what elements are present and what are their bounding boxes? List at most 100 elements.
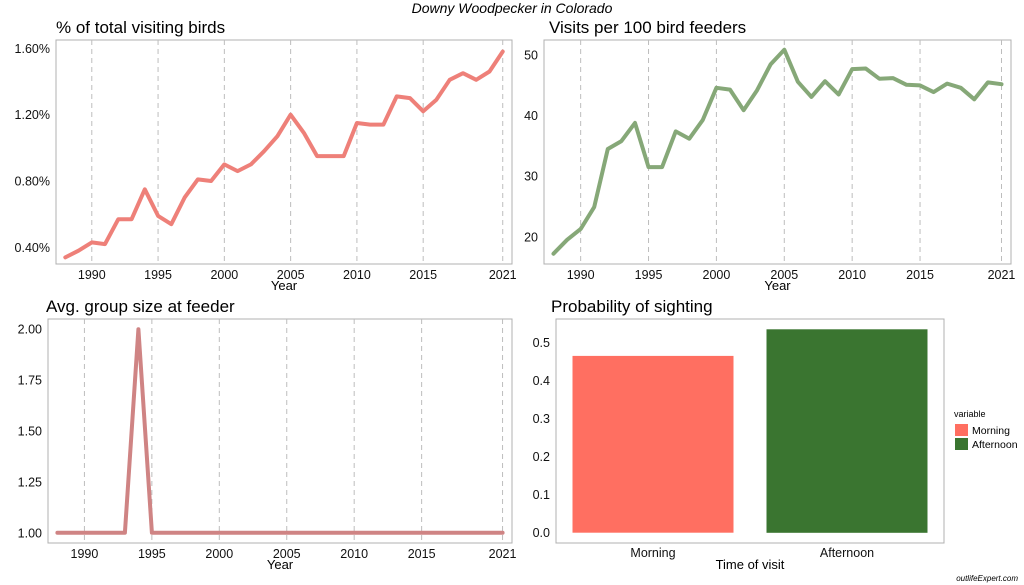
data-point — [366, 531, 370, 535]
data-point — [823, 79, 827, 83]
x-tick-label: 2015 — [408, 547, 436, 561]
y-tick-label: 0.3 — [533, 412, 550, 426]
data-point — [487, 531, 491, 535]
y-tick-label: 0.0 — [533, 526, 550, 540]
y-tick-label: 1.25 — [18, 475, 42, 489]
data-point — [315, 154, 319, 158]
data-point — [325, 531, 329, 535]
data-point — [83, 531, 86, 535]
data-point — [236, 169, 240, 173]
legend-label: Afternoon — [972, 439, 1018, 451]
legend-label: Morning — [972, 425, 1010, 437]
chart-panel-4: Probability of sighting 0.0 0.1 0.2 0.3 0.4 0.… — [533, 297, 1018, 572]
data-point — [137, 327, 140, 331]
data-point — [633, 121, 637, 125]
data-point — [448, 78, 452, 82]
data-point — [329, 154, 332, 158]
y-tick-label: 1.75 — [18, 374, 42, 388]
data-point — [905, 83, 908, 87]
data-point — [130, 217, 134, 221]
data-point — [810, 95, 813, 99]
data-point — [368, 123, 372, 126]
data-point — [116, 217, 120, 221]
data-point — [355, 121, 359, 125]
chart-panel-1: % of total visiting birds 1990 1995 2000 200… — [15, 18, 517, 293]
chart-title: Probability of sighting — [551, 297, 713, 316]
data-point — [302, 131, 306, 135]
data-point — [77, 249, 80, 253]
x-tick-label: 2021 — [489, 547, 517, 561]
data-point — [460, 531, 464, 535]
data-point — [204, 531, 208, 535]
x-tick-label: 2010 — [343, 268, 371, 282]
data-point — [90, 241, 94, 244]
data-point — [276, 134, 279, 138]
data-point — [382, 123, 385, 126]
y-tick-label: 0.5 — [533, 336, 550, 350]
series-line — [63, 49, 505, 260]
x-tick-label: 1990 — [78, 268, 106, 282]
data-point — [488, 70, 491, 73]
bar-afternoon — [766, 329, 928, 533]
y-tick-label: 0.40% — [15, 241, 50, 255]
data-point — [262, 149, 266, 153]
y-tick-label: 1.60% — [15, 42, 50, 56]
data-point — [150, 531, 154, 535]
data-point — [959, 86, 963, 90]
data-point — [850, 67, 854, 71]
figure-title: Downy Woodpecker in Colorado — [412, 0, 613, 16]
data-point — [249, 163, 253, 166]
data-point — [715, 86, 718, 90]
data-point — [177, 531, 181, 535]
y-tick-label: 1.20% — [15, 108, 50, 122]
data-point — [728, 88, 732, 91]
legend: variable Morning Afternoon — [954, 409, 1018, 451]
data-point — [312, 531, 316, 535]
y-tick-label: 40 — [524, 109, 538, 123]
series-line — [55, 327, 505, 535]
data-point — [63, 256, 67, 259]
x-tick-label: 1990 — [71, 547, 99, 561]
data-point — [782, 48, 786, 52]
data-point — [209, 179, 213, 183]
data-point — [103, 242, 107, 246]
data-point — [69, 531, 73, 535]
x-tick-label: 2015 — [906, 268, 934, 282]
data-point — [687, 137, 691, 141]
data-point — [433, 531, 437, 535]
data-point — [461, 71, 465, 75]
chart-panel-3: Avg. group size at feeder 1990 1995 2000 200… — [18, 297, 517, 572]
data-point — [96, 531, 100, 535]
x-tick-label: Morning — [630, 546, 675, 560]
data-point — [647, 165, 650, 169]
data-point — [701, 118, 705, 122]
chart-title: Avg. group size at feeder — [46, 297, 235, 316]
data-point — [660, 165, 664, 169]
x-tick-label: 2010 — [340, 547, 368, 561]
data-point — [877, 77, 881, 81]
credit-text: outlifeExpert.com — [956, 574, 1018, 583]
data-point — [474, 531, 477, 535]
y-tick-label: 30 — [524, 170, 538, 184]
data-point — [620, 139, 623, 143]
data-point — [769, 62, 773, 66]
x-tick-label: 1995 — [635, 268, 663, 282]
data-point — [755, 88, 759, 92]
plot-frame — [555, 318, 945, 544]
data-point — [258, 531, 262, 535]
data-point — [143, 187, 147, 191]
data-point — [110, 531, 113, 535]
legend-title: variable — [954, 409, 986, 419]
series-line — [551, 47, 1004, 256]
x-tick-label: 2000 — [703, 268, 731, 282]
x-tick-label: 2005 — [770, 268, 798, 282]
data-point — [56, 531, 59, 535]
data-point — [606, 147, 610, 151]
data-point — [183, 196, 187, 200]
x-tick-label: 1995 — [138, 547, 166, 561]
data-point — [289, 113, 292, 117]
data-point — [447, 531, 450, 535]
chart-title: % of total visiting birds — [56, 18, 225, 37]
data-point — [1000, 82, 1003, 86]
